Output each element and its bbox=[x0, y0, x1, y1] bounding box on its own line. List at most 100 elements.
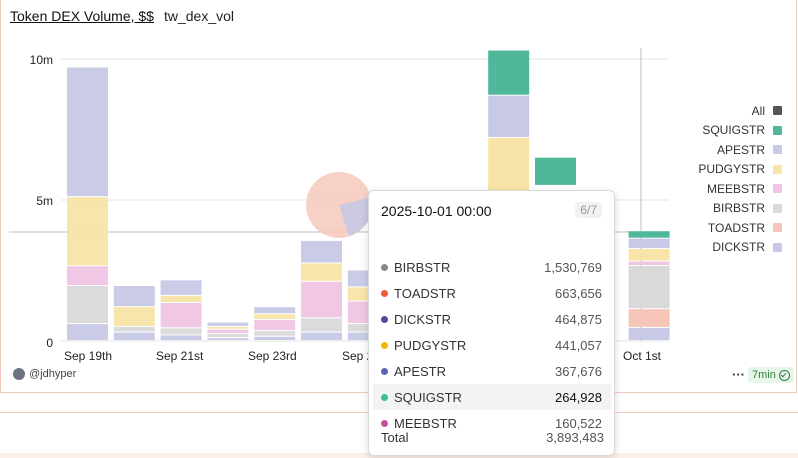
bar-segment-apestr bbox=[67, 67, 108, 197]
bar-segment-squigstr bbox=[628, 231, 670, 238]
check-circle-icon bbox=[778, 369, 790, 381]
legend-swatch bbox=[773, 203, 782, 213]
legend-item-squigstr[interactable]: SQUIGSTR bbox=[698, 121, 782, 141]
legend-label: TOADSTR bbox=[707, 220, 765, 235]
bar-segment-pudgystr bbox=[488, 137, 530, 194]
refresh-age-badge: 7min bbox=[748, 367, 794, 383]
tooltip-series-name: MEEBSTR bbox=[394, 415, 457, 431]
bar-segment-dickstr bbox=[67, 324, 108, 340]
legend-item-apestr[interactable]: APESTR bbox=[698, 140, 782, 160]
bar-segment-birbstr bbox=[113, 326, 155, 332]
bar-segment-meebstr bbox=[207, 329, 249, 333]
x-tick-label: Sep 19th bbox=[64, 349, 113, 363]
series-dot-icon bbox=[381, 419, 388, 427]
legend-item-all[interactable]: All bbox=[698, 101, 782, 121]
legend-swatch bbox=[773, 125, 782, 135]
x-tick-label: Sep 2 bbox=[342, 349, 374, 363]
bar-segment-dickstr bbox=[160, 335, 202, 340]
bar-segment-birbstr bbox=[160, 328, 202, 335]
tooltip-date: 2025-10-01 00:00 bbox=[381, 203, 492, 219]
legend-item-birbstr[interactable]: BIRBSTR bbox=[698, 199, 782, 219]
bar-segment-dickstr bbox=[628, 327, 670, 340]
tooltip-series-value: 160,522 bbox=[555, 415, 602, 431]
age-label: 7min bbox=[752, 369, 776, 381]
series-dot-icon bbox=[381, 367, 388, 375]
legend-swatch bbox=[773, 145, 782, 155]
bar-segment-dickstr bbox=[254, 336, 296, 340]
tooltip-series-name: BIRBSTR bbox=[394, 259, 451, 275]
chart-title[interactable]: Token DEX Volume, $$ bbox=[10, 8, 154, 24]
x-tick-label: Sep 23rd bbox=[248, 349, 297, 363]
bar-segment-apestr bbox=[301, 240, 342, 263]
bar-segment-birbstr bbox=[207, 333, 249, 338]
bar-segment-dickstr bbox=[301, 332, 342, 340]
legend-label: DICKSTR bbox=[712, 240, 765, 255]
pie-watermark-slice bbox=[339, 197, 373, 236]
bar-segment-pudgystr bbox=[113, 307, 155, 326]
tooltip-series-name: PUDGYSTR bbox=[394, 337, 467, 353]
legend-swatch bbox=[773, 223, 782, 233]
bar-segment-toadstr bbox=[628, 309, 670, 327]
legend-label: MEEBSTR bbox=[706, 181, 765, 196]
chart-card: Token DEX Volume, $$ tw_dex_vol 10m 5m 0… bbox=[0, 0, 797, 393]
bar-segment-apestr bbox=[207, 322, 249, 326]
tooltip-series-name: TOADSTR bbox=[394, 285, 456, 301]
bar-segment-birbstr bbox=[67, 286, 108, 324]
more-options-button[interactable]: ··· bbox=[732, 367, 745, 382]
tooltip-total-label: Total bbox=[381, 430, 409, 445]
bar-segment-birbstr bbox=[254, 331, 296, 336]
bar-segment-meebstr bbox=[301, 281, 342, 318]
tooltip-row-dickstr: DICKSTR 464,875 bbox=[373, 306, 611, 332]
series-dot-icon bbox=[381, 263, 388, 271]
legend: All SQUIGSTR APESTR PUDGYSTR MEEBSTR BIR… bbox=[698, 101, 782, 257]
tooltip-page-indicator: 6/7 bbox=[575, 202, 602, 218]
tooltip-series-value: 464,875 bbox=[555, 311, 602, 327]
legend-item-pudgystr[interactable]: PUDGYSTR bbox=[698, 160, 782, 180]
chart-tooltip: 2025-10-01 00:00 6/7 BIRBSTR 1,530,769 TOA… bbox=[368, 190, 615, 456]
series-dot-icon bbox=[381, 393, 388, 401]
legend-label: SQUIGSTR bbox=[702, 123, 765, 138]
tooltip-series-value: 663,656 bbox=[555, 285, 602, 301]
y-tick-label: 0 bbox=[46, 336, 53, 350]
legend-item-meebstr[interactable]: MEEBSTR bbox=[698, 179, 782, 199]
chart-header: Token DEX Volume, $$ tw_dex_vol bbox=[10, 8, 234, 24]
x-tick-label: Oct 1st bbox=[623, 349, 662, 363]
legend-label: BIRBSTR bbox=[712, 201, 765, 216]
bar-segment-pudgystr bbox=[301, 263, 342, 281]
legend-swatch bbox=[773, 164, 782, 174]
legend-item-dickstr[interactable]: DICKSTR bbox=[698, 238, 782, 258]
tooltip-row-apestr: APESTR 367,676 bbox=[373, 358, 611, 384]
author-handle: @jdhyper bbox=[29, 368, 77, 380]
tooltip-rows: BIRBSTR 1,530,769 TOADSTR 663,656 DICKSTR 464… bbox=[373, 254, 611, 436]
legend-label: PUDGYSTR bbox=[698, 162, 765, 177]
bar-segment-pudgystr bbox=[254, 314, 296, 319]
legend-item-toadstr[interactable]: TOADSTR bbox=[698, 218, 782, 238]
legend-swatch bbox=[773, 106, 782, 116]
tooltip-total-value: 3,893,483 bbox=[546, 430, 604, 445]
bar-segment-dickstr bbox=[113, 332, 155, 340]
bar-segment-apestr bbox=[113, 286, 155, 307]
tooltip-row-meebstr: MEEBSTR 160,522 bbox=[373, 410, 611, 436]
tooltip-series-name: APESTR bbox=[394, 363, 447, 379]
bar-segment-apestr bbox=[488, 95, 530, 137]
legend-swatch bbox=[773, 184, 782, 194]
bar-segment-dickstr bbox=[207, 338, 249, 340]
author-credit[interactable]: @jdhyper bbox=[13, 368, 76, 380]
bar-segment-pudgystr bbox=[67, 197, 108, 266]
legend-swatch bbox=[773, 242, 782, 252]
series-dot-icon bbox=[381, 315, 388, 323]
y-tick-label: 5m bbox=[36, 194, 53, 208]
bar-segment-meebstr bbox=[67, 266, 108, 286]
tooltip-series-name: DICKSTR bbox=[394, 311, 452, 327]
bar-segment-apestr bbox=[628, 238, 670, 249]
chart-plot bbox=[9, 48, 670, 342]
legend-label: APESTR bbox=[716, 142, 765, 157]
chart-subtitle: tw_dex_vol bbox=[163, 8, 235, 24]
tooltip-series-value: 264,928 bbox=[555, 389, 602, 405]
tooltip-total: Total 3,893,483 bbox=[381, 430, 604, 445]
bar-segment-pudgystr bbox=[207, 326, 249, 329]
avatar bbox=[13, 368, 25, 380]
bar-segment-apestr bbox=[254, 307, 296, 314]
tooltip-series-name: SQUIGSTR bbox=[394, 389, 462, 405]
bar-segment-pudgystr bbox=[628, 249, 670, 261]
